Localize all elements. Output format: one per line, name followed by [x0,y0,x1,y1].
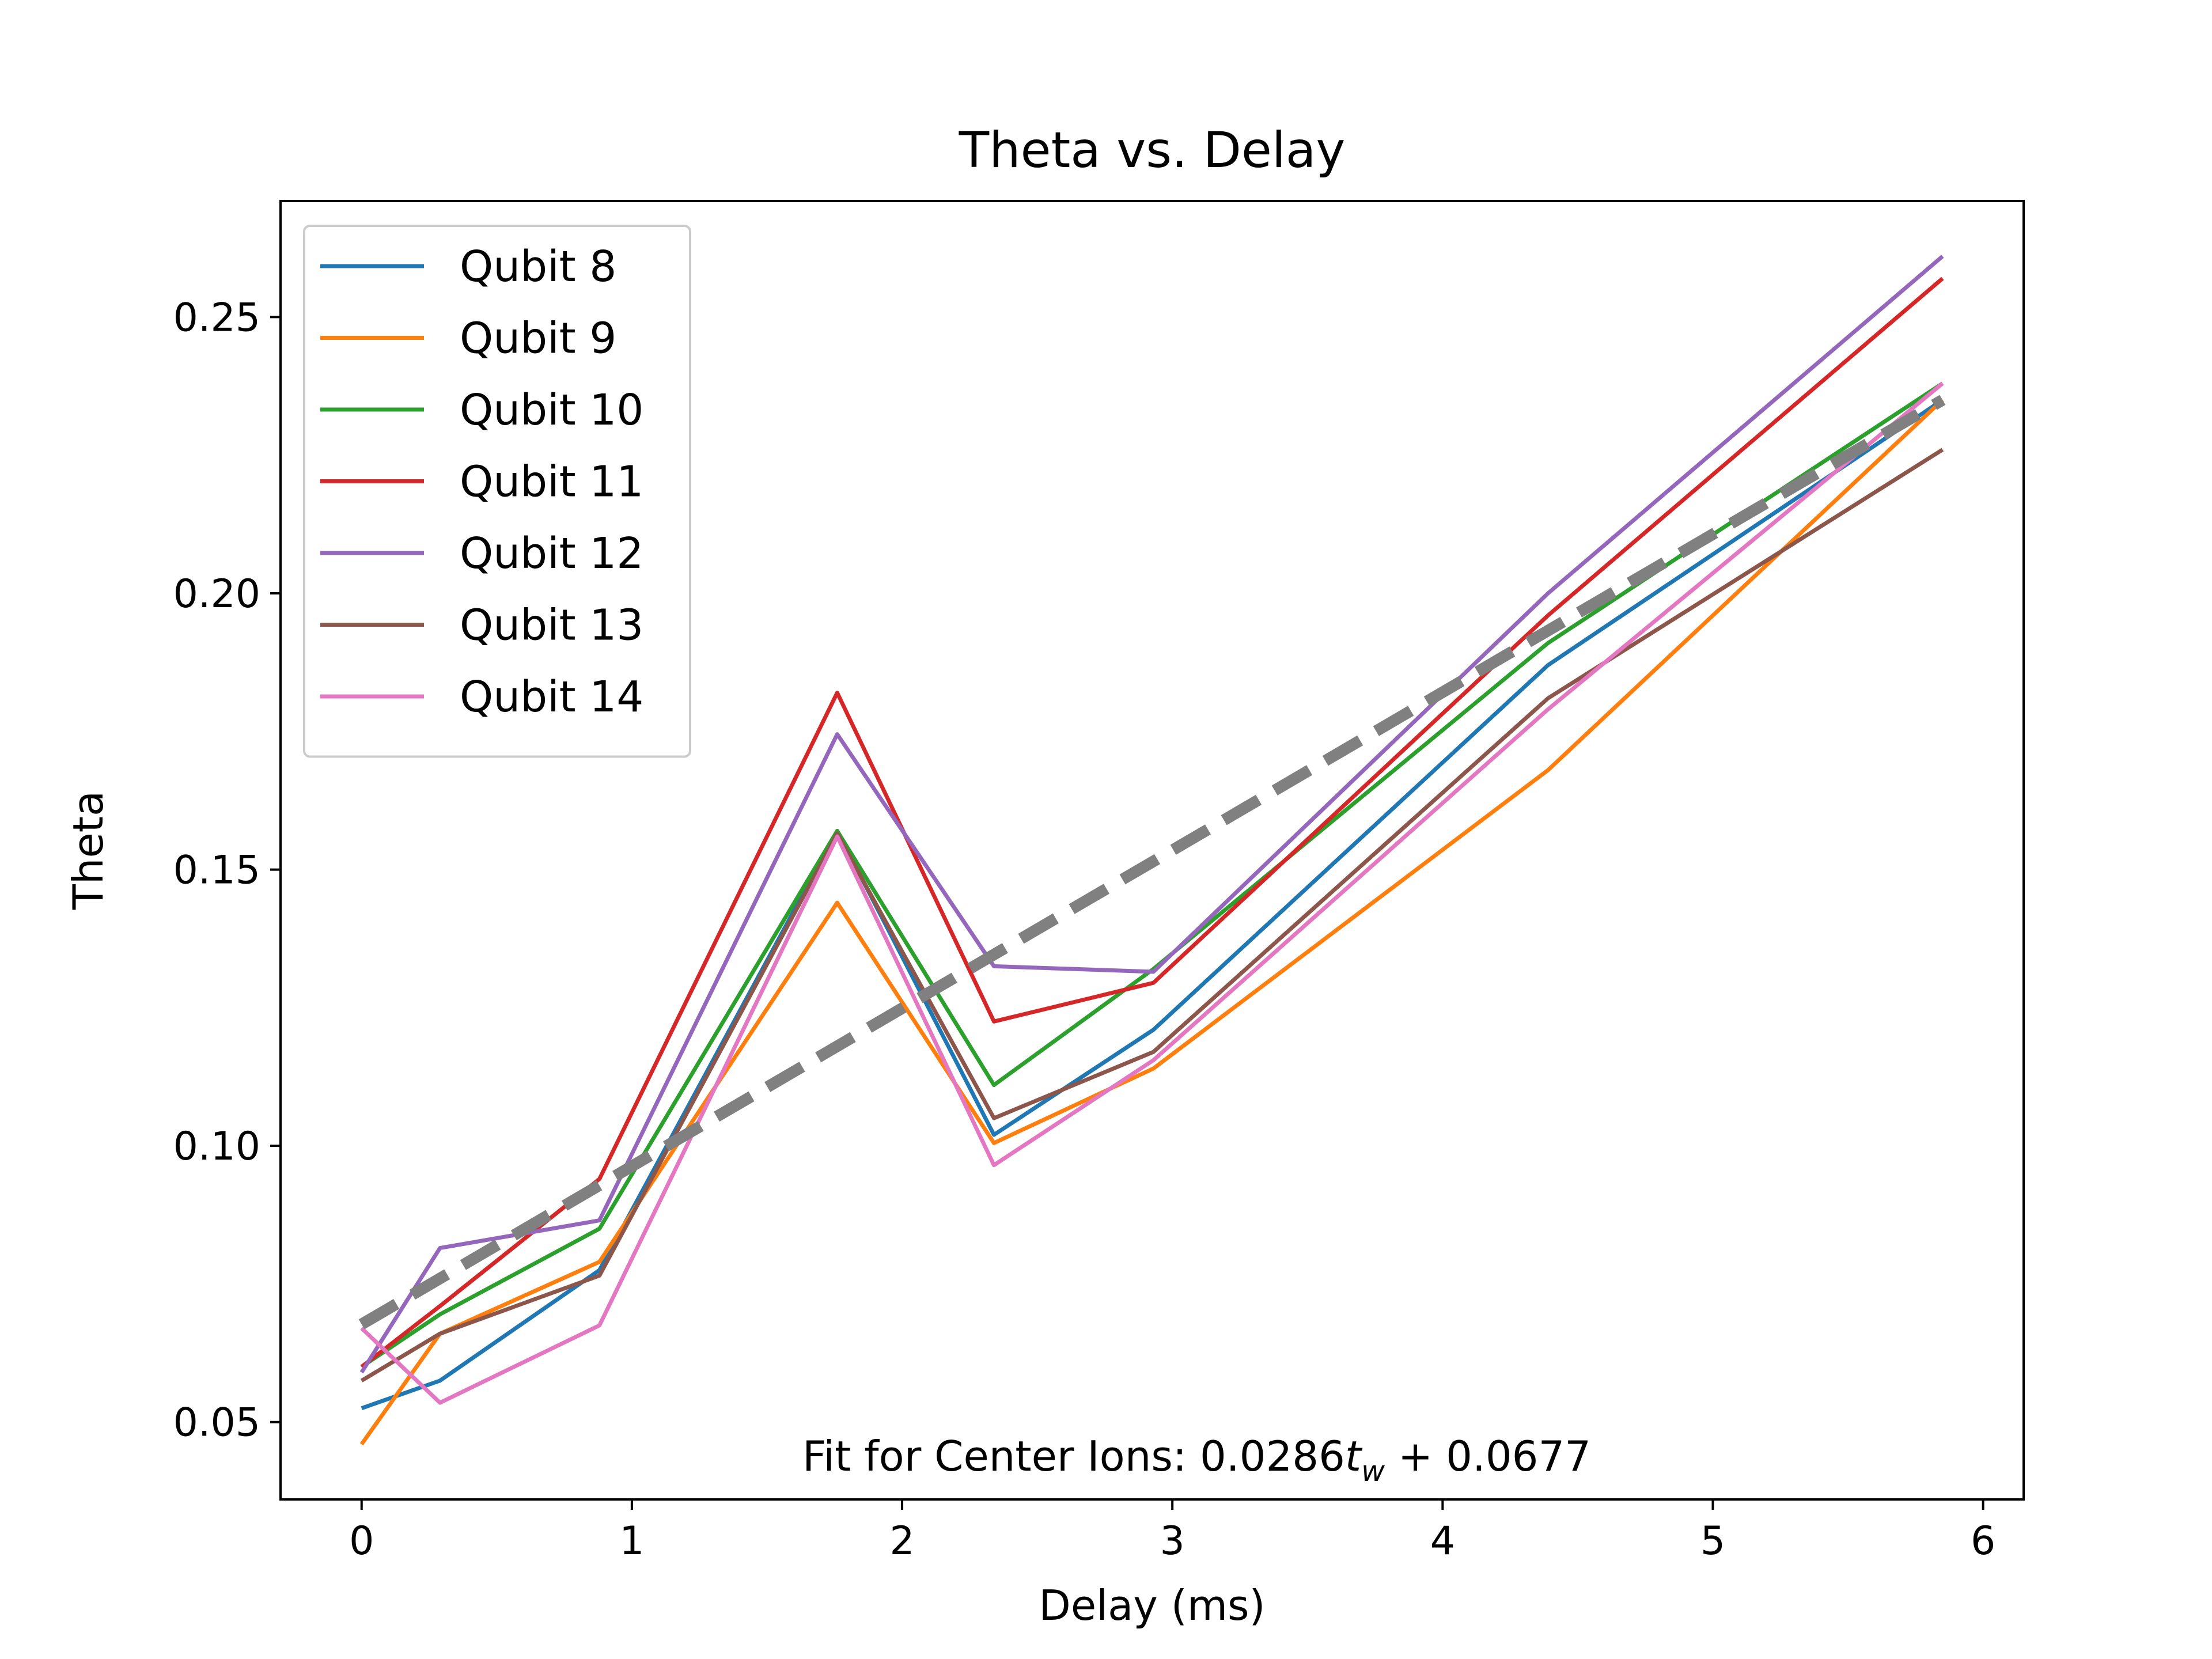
series-line-qubit-11 [360,276,1944,1369]
x-tick-label: 4 [1430,1518,1455,1564]
plot-frame [279,200,2025,1501]
x-tick-label: 0 [349,1518,374,1564]
series-line-qubit-12 [359,255,1944,1374]
plot-series-group [358,255,1946,1446]
y-tick-label: 0.20 [173,571,260,617]
legend-label: Qubit 8 [460,242,616,291]
series-line-qubit-14 [360,381,1944,1405]
x-tick-label: 5 [1700,1518,1725,1564]
x-tick-label: 1 [619,1518,644,1564]
series-line-qubit-13 [360,448,1944,1382]
series-line-qubit-9 [359,398,1944,1446]
chart-title: Theta vs. Delay [959,122,1346,179]
x-tick-label: 6 [1971,1518,1995,1564]
y-tick-label: 0.15 [173,848,260,893]
x-tick-label: 3 [1160,1518,1185,1564]
legend-label: Qubit 9 [460,314,616,363]
legend-label: Qubit 10 [460,385,643,435]
fit-line [358,395,1946,1330]
tick-group: 0 1 2 3 4 5 6 0.05 0.10 0.15 0.20 0.25 [173,295,1996,1564]
fit-annotation: Fit for Center Ions: 0.0286tw + 0.0677 [802,1432,1591,1488]
legend: Qubit 8 Qubit 9 Qubit 10 Qubit 11 Qubit 12 Qu… [303,225,691,758]
x-axis-title: Delay (ms) [1039,1581,1265,1630]
y-axis-title: Theta [64,791,112,910]
x-tick-label: 2 [889,1518,914,1564]
y-tick-label: 0.05 [173,1400,260,1446]
legend-label: Qubit 11 [460,457,643,507]
y-tick-label: 0.25 [173,295,260,340]
legend-label: Qubit 13 [460,601,643,650]
series-line-qubit-10 [360,381,1944,1369]
legend-label: Qubit 12 [460,529,643,578]
y-tick-label: 0.10 [173,1124,260,1169]
series-line-qubit-8 [361,398,1944,1411]
legend-label: Qubit 14 [460,672,643,722]
